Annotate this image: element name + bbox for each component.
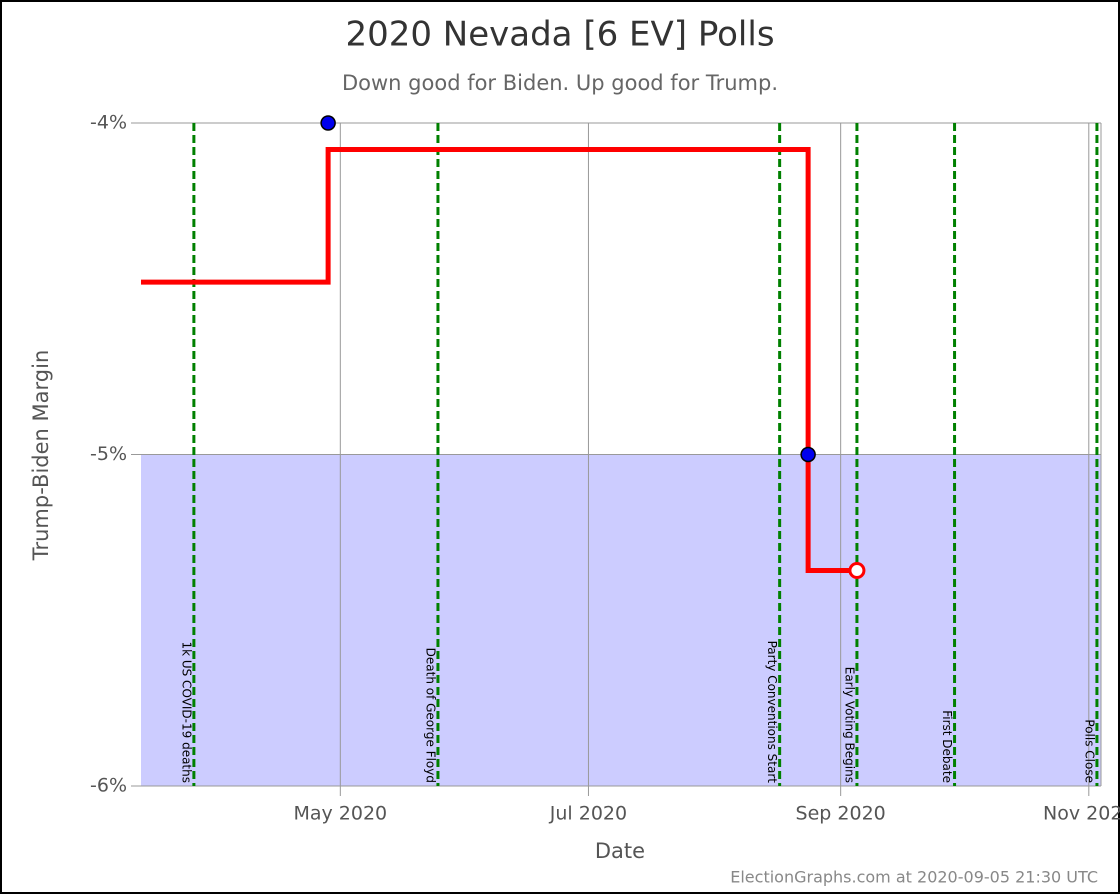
y-tick-label: -5% xyxy=(90,443,127,465)
plot-area: -6% -5% -4% May 2020 Jul 2020 Sep 2020 Nov 202… xyxy=(90,112,1120,825)
event-label: Early Voting Begins xyxy=(842,667,856,783)
event-label: Death of George Floyd xyxy=(423,648,437,783)
chart-subtitle: Down good for Biden. Up good for Trump. xyxy=(342,71,778,95)
x-tick-label: Nov 2020 xyxy=(1043,803,1120,825)
x-tick-label: Sep 2020 xyxy=(796,803,886,825)
event-label: Polls Close xyxy=(1082,719,1096,783)
event-label: First Debate xyxy=(940,710,954,783)
event-label: Party Conventions Start xyxy=(765,641,779,784)
shaded-zone xyxy=(141,454,1101,786)
x-tick-label: Jul 2020 xyxy=(549,803,627,825)
x-tick-label: May 2020 xyxy=(293,803,387,825)
chart-title: 2020 Nevada [6 EV] Polls xyxy=(345,15,774,55)
credit: ElectionGraphs.com at 2020-09-05 21:30 U… xyxy=(730,868,1098,887)
poll-point xyxy=(320,115,336,131)
end-marker xyxy=(848,562,866,580)
line xyxy=(141,147,857,574)
x-axis-label: Date xyxy=(595,839,645,863)
poll-point xyxy=(800,446,816,463)
y-tick-label: -6% xyxy=(90,775,127,797)
y-axis-label: Trump-Biden Margin xyxy=(29,350,53,562)
y-tick-label: -4% xyxy=(90,112,127,134)
event-label: 1k US COVID-19 deaths xyxy=(179,641,193,783)
